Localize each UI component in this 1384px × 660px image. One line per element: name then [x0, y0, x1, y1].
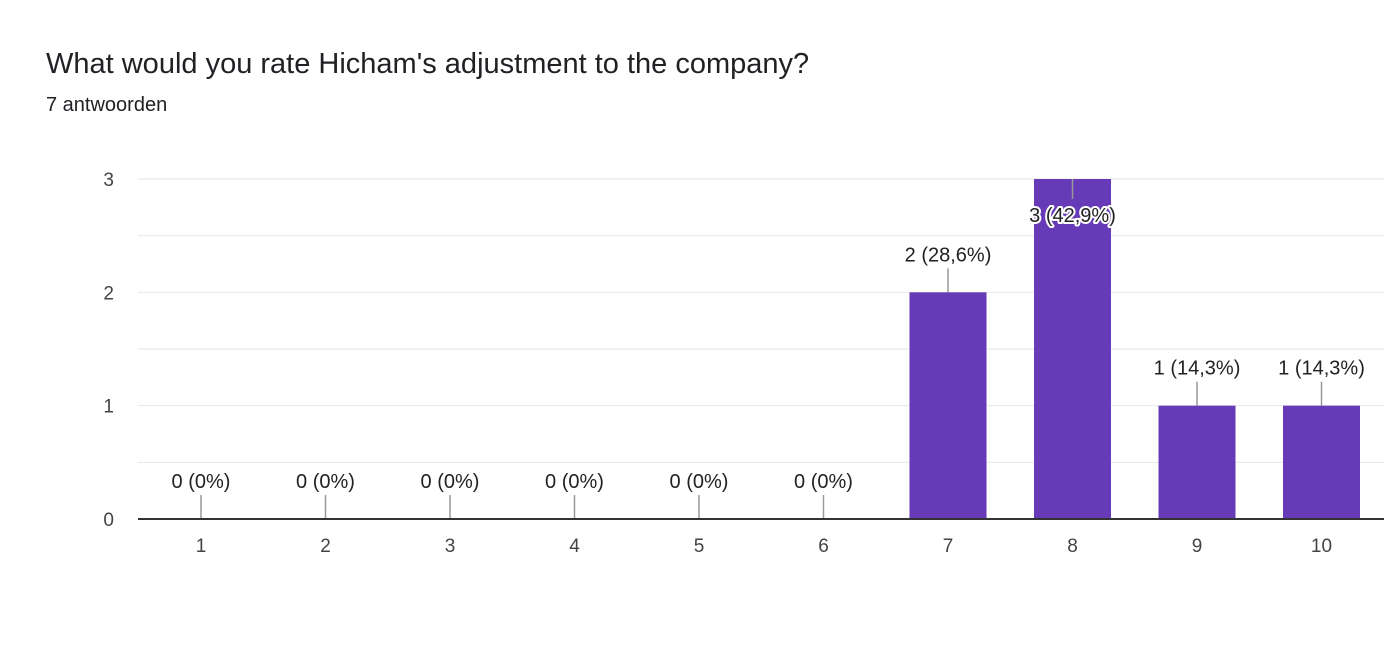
data-label: 1 (14,3%) — [1278, 358, 1365, 380]
question-title: What would you rate Hicham's adjustment … — [46, 48, 810, 80]
data-label: 0 (0%) — [670, 471, 729, 493]
x-tick-label: 8 — [1067, 536, 1078, 557]
data-label: 1 (14,3%) — [1154, 358, 1241, 380]
data-label: 2 (28,6%) — [905, 244, 992, 266]
x-tick-label: 6 — [818, 536, 829, 557]
data-label: 0 (0%) — [172, 471, 231, 493]
response-count: 7 antwoorden — [46, 94, 168, 116]
bar — [909, 292, 987, 519]
x-tick-label: 2 — [320, 536, 331, 557]
x-tick-label: 3 — [445, 536, 456, 557]
x-tick-label: 1 — [196, 536, 207, 557]
bar — [1158, 405, 1236, 519]
x-tick-label: 9 — [1192, 536, 1203, 557]
x-tick-label: 7 — [943, 536, 954, 557]
y-tick-label: 1 — [103, 397, 114, 418]
data-label: 3 (42,9%) — [1029, 205, 1116, 227]
x-tick-label: 10 — [1311, 536, 1332, 557]
y-tick-label: 0 — [103, 510, 114, 531]
y-tick-label: 2 — [103, 283, 114, 304]
x-tick-label: 4 — [569, 536, 580, 557]
data-label: 0 (0%) — [794, 471, 853, 493]
data-label: 0 (0%) — [421, 471, 480, 493]
bar — [1283, 405, 1360, 519]
data-label: 0 (0%) — [296, 471, 355, 493]
data-label: 0 (0%) — [545, 471, 604, 493]
x-tick-label: 5 — [694, 536, 705, 557]
y-tick-label: 3 — [103, 170, 114, 191]
bar — [1034, 179, 1111, 519]
